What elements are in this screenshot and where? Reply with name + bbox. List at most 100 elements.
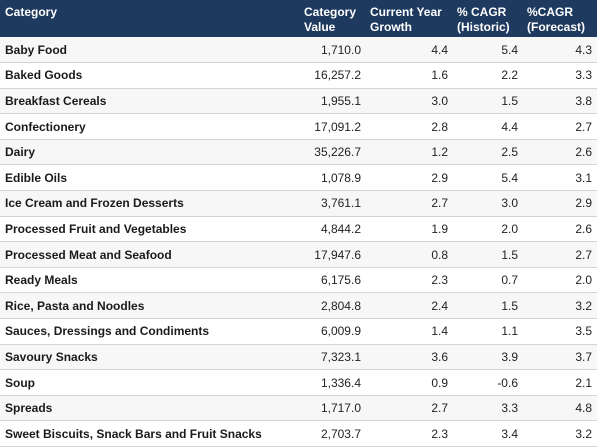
table-row: Rice, Pasta and Noodles 2,804.8 2.4 1.5 3.2 xyxy=(0,292,597,320)
header-cagr-historic[interactable]: % CAGR (Historic) xyxy=(453,0,523,37)
table-row: Processed Fruit and Vegetables 4,844.2 1.9… xyxy=(0,216,597,243)
cell-cagr-historic: 3.4 xyxy=(453,420,523,447)
cell-current-year-growth: 2.4 xyxy=(366,292,453,320)
cell-category: Rice, Pasta and Noodles xyxy=(0,292,300,320)
table-row: Ice Cream and Frozen Desserts 3,761.1 2.7 3… xyxy=(0,190,597,217)
cell-category-value: 1,717.0 xyxy=(300,395,366,422)
cell-current-year-growth: 2.3 xyxy=(366,267,453,294)
table-header: Category Category Value Current Year Gro… xyxy=(0,0,597,37)
table-row: Confectionery 17,091.2 2.8 4.4 2.7 xyxy=(0,113,597,140)
cell-cagr-historic: 5.4 xyxy=(453,37,523,64)
cell-cagr-historic: 5.4 xyxy=(453,164,523,192)
cell-cagr-forecast: 2.1 xyxy=(523,369,597,396)
table-row: Baby Food 1,710.0 4.4 5.4 4.3 xyxy=(0,37,597,64)
cell-cagr-forecast: 3.5 xyxy=(523,318,597,345)
cell-category-value: 6,009.9 xyxy=(300,318,366,345)
cell-cagr-forecast: 3.1 xyxy=(523,164,597,192)
cell-category: Processed Fruit and Vegetables xyxy=(0,216,300,243)
cell-cagr-historic: 3.3 xyxy=(453,395,523,422)
cell-cagr-historic: 4.4 xyxy=(453,113,523,140)
cell-cagr-historic: 1.5 xyxy=(453,292,523,320)
header-current-year-growth[interactable]: Current Year Growth xyxy=(366,0,453,37)
cell-current-year-growth: 3.0 xyxy=(366,88,453,115)
cell-category-value: 1,710.0 xyxy=(300,37,366,64)
cell-category: Breakfast Cereals xyxy=(0,88,300,115)
cell-category-value: 16,257.2 xyxy=(300,62,366,89)
cell-current-year-growth: 2.8 xyxy=(366,113,453,140)
cell-category: Baby Food xyxy=(0,37,300,64)
cell-current-year-growth: 0.8 xyxy=(366,241,453,268)
cell-current-year-growth: 1.4 xyxy=(366,318,453,345)
table-row: Breakfast Cereals 1,955.1 3.0 1.5 3.8 xyxy=(0,88,597,115)
cell-cagr-historic: 2.5 xyxy=(453,139,523,166)
cell-cagr-forecast: 3.8 xyxy=(523,88,597,115)
cell-current-year-growth: 2.9 xyxy=(366,164,453,192)
cell-cagr-forecast: 3.2 xyxy=(523,292,597,320)
table-row: Sauces, Dressings and Condiments 6,009.9 1… xyxy=(0,318,597,345)
cell-category: Dairy xyxy=(0,139,300,166)
cell-current-year-growth: 1.9 xyxy=(366,216,453,243)
cell-cagr-historic: 1.1 xyxy=(453,318,523,345)
cell-cagr-forecast: 3.3 xyxy=(523,62,597,89)
cell-cagr-historic: 3.0 xyxy=(453,190,523,217)
cell-category: Sweet Biscuits, Snack Bars and Fruit Sna… xyxy=(0,420,300,447)
cell-category: Confectionery xyxy=(0,113,300,140)
cell-category-value: 1,336.4 xyxy=(300,369,366,396)
table-row: Soup 1,336.4 0.9 -0.6 2.1 xyxy=(0,369,597,396)
table-row: Spreads 1,717.0 2.7 3.3 4.8 xyxy=(0,395,597,422)
cell-cagr-forecast: 3.7 xyxy=(523,344,597,371)
cell-category: Edible Oils xyxy=(0,164,300,192)
cell-cagr-historic: 1.5 xyxy=(453,241,523,268)
cell-category-value: 17,091.2 xyxy=(300,113,366,140)
cell-cagr-forecast: 4.8 xyxy=(523,395,597,422)
cell-category: Savoury Snacks xyxy=(0,344,300,371)
cell-cagr-forecast: 2.7 xyxy=(523,241,597,268)
cell-category: Soup xyxy=(0,369,300,396)
cell-category: Ready Meals xyxy=(0,267,300,294)
cell-cagr-forecast: 2.6 xyxy=(523,216,597,243)
cell-current-year-growth: 2.3 xyxy=(366,420,453,447)
cell-cagr-forecast: 4.3 xyxy=(523,37,597,64)
cell-cagr-forecast: 2.6 xyxy=(523,139,597,166)
table-body: Baby Food 1,710.0 4.4 5.4 4.3 Baked Goods 16,2… xyxy=(0,37,597,447)
cell-current-year-growth: 2.7 xyxy=(366,190,453,217)
cell-current-year-growth: 1.6 xyxy=(366,62,453,89)
cell-category: Baked Goods xyxy=(0,62,300,89)
cell-current-year-growth: 4.4 xyxy=(366,37,453,64)
cell-category-value: 4,844.2 xyxy=(300,216,366,243)
cell-category: Spreads xyxy=(0,395,300,422)
cell-current-year-growth: 1.2 xyxy=(366,139,453,166)
cell-cagr-historic: 2.2 xyxy=(453,62,523,89)
cell-category-value: 2,703.7 xyxy=(300,420,366,447)
cell-current-year-growth: 0.9 xyxy=(366,369,453,396)
table-row: Processed Meat and Seafood 17,947.6 0.8 1.5… xyxy=(0,241,597,268)
cell-category-value: 35,226.7 xyxy=(300,139,366,166)
cell-category: Processed Meat and Seafood xyxy=(0,241,300,268)
header-cagr-forecast[interactable]: %CAGR (Forecast) xyxy=(523,0,597,37)
table-row: Ready Meals 6,175.6 2.3 0.7 2.0 xyxy=(0,267,597,294)
cell-cagr-historic: 3.9 xyxy=(453,344,523,371)
cell-cagr-historic: 2.0 xyxy=(453,216,523,243)
cell-category-value: 1,078.9 xyxy=(300,164,366,192)
cell-category: Sauces, Dressings and Condiments xyxy=(0,318,300,345)
header-row: Category Category Value Current Year Gro… xyxy=(0,0,597,37)
cell-current-year-growth: 3.6 xyxy=(366,344,453,371)
table-row: Savoury Snacks 7,323.1 3.6 3.9 3.7 xyxy=(0,344,597,371)
header-category[interactable]: Category xyxy=(0,0,300,37)
header-category-value[interactable]: Category Value xyxy=(300,0,366,37)
cell-cagr-historic: 1.5 xyxy=(453,88,523,115)
cell-category-value: 2,804.8 xyxy=(300,292,366,320)
cell-category: Ice Cream and Frozen Desserts xyxy=(0,190,300,217)
cell-category-value: 1,955.1 xyxy=(300,88,366,115)
cell-cagr-forecast: 3.2 xyxy=(523,420,597,447)
cell-category-value: 6,175.6 xyxy=(300,267,366,294)
cell-category-value: 3,761.1 xyxy=(300,190,366,217)
table-row: Edible Oils 1,078.9 2.9 5.4 3.1 xyxy=(0,164,597,192)
cell-cagr-historic: -0.6 xyxy=(453,369,523,396)
table-row: Dairy 35,226.7 1.2 2.5 2.6 xyxy=(0,139,597,166)
cell-category-value: 7,323.1 xyxy=(300,344,366,371)
cell-cagr-forecast: 2.7 xyxy=(523,113,597,140)
cell-category-value: 17,947.6 xyxy=(300,241,366,268)
table-row: Sweet Biscuits, Snack Bars and Fruit Sna… xyxy=(0,420,597,447)
